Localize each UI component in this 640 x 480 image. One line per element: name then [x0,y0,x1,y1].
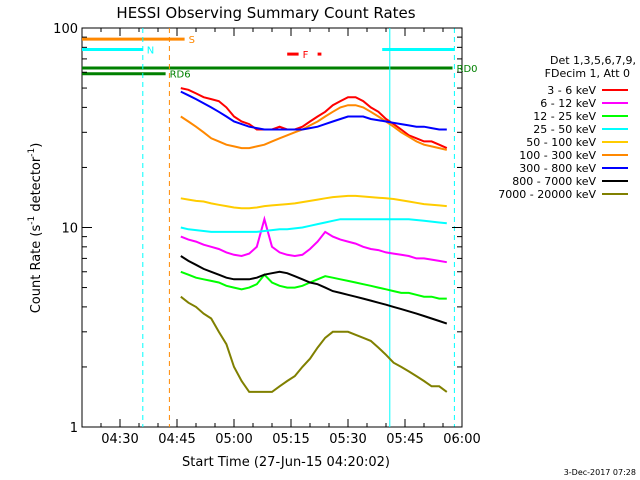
x-tick-label: 05:45 [386,432,423,447]
series-line [180,218,447,233]
flag-label: F [303,50,309,61]
x-tick-label: 05:15 [272,432,309,447]
legend-header-line-2: FDecim 1, Att 0 [545,67,630,80]
x-tick-label: 05:00 [215,432,252,447]
y-axis-label-sup: -1 [27,216,37,225]
y-axis-label-sup-2: -1 [27,148,37,157]
x-axis-label: Start Time (27-Jun-15 04:20:02) [182,455,390,470]
footer-date: 3-Dec-2017 07:28 [564,468,636,477]
legend-label: 3 - 6 keV [547,84,596,97]
y-tick-label: 1 [70,421,78,436]
legend-label: 800 - 7000 keV [512,175,596,188]
series-layer [180,87,448,393]
legend: Det 1,3,5,6,7,9, FDecim 1, Att 0 3 - 6 k… [498,54,636,201]
series-line [180,194,447,210]
series-line [180,90,447,131]
legend-label: 50 - 100 keV [526,136,596,149]
y-axis-label-tail: detector [29,156,44,216]
series-line [180,270,447,300]
legend-label: 7000 - 20000 keV [498,188,596,201]
x-axis: 04:30 04:45 05:00 05:15 05:30 05:45 06:00 [100,28,481,447]
flag-label: N [147,46,154,57]
y-axis-label-end: ) [29,143,44,148]
legend-label: 25 - 50 keV [533,123,596,136]
x-tick-label: 05:30 [329,432,366,447]
flag-label: RD0 [457,64,478,75]
y-axis-label-main: Count Rate (s [29,225,44,314]
x-tick-label: 04:45 [158,432,195,447]
series-line [180,215,447,264]
series-line [180,87,448,150]
flag-layer: S N F RD0 RD6 [82,35,478,81]
y-tick-label: 100 [53,22,78,37]
series-line [180,104,448,151]
y-axis: 1 10 100 [53,22,462,436]
x-tick-label: 06:00 [443,432,480,447]
flag-label: RD6 [170,70,191,81]
series-line [180,255,448,325]
chart-title: HESSI Observing Summary Count Rates [116,4,415,22]
series-line [180,295,448,393]
legend-label: 6 - 12 keV [540,97,596,110]
flag-label: S [189,35,195,46]
x-tick-label: 04:30 [101,432,138,447]
y-tick-label: 10 [61,222,78,237]
legend-label: 300 - 800 keV [519,162,596,175]
legend-label: 12 - 25 keV [533,110,596,123]
y-axis-label: Count Rate (s-1 detector-1) [27,143,44,314]
legend-label: 100 - 300 keV [519,149,596,162]
legend-header-line-1: Det 1,3,5,6,7,9, [550,54,636,67]
